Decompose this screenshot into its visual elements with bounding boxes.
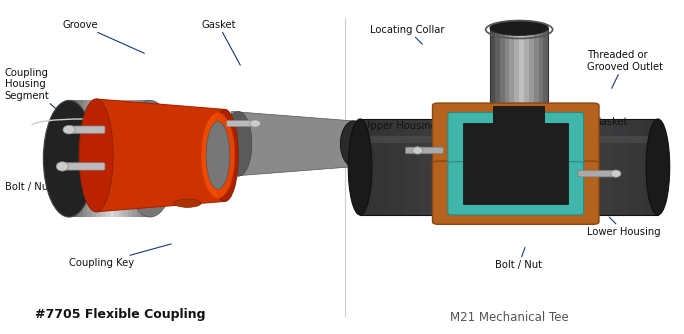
FancyBboxPatch shape [87,101,92,217]
Text: Threaded or
Grooved Outlet: Threaded or Grooved Outlet [587,50,663,88]
Text: Groove: Groove [62,20,144,53]
FancyBboxPatch shape [137,101,142,217]
FancyBboxPatch shape [539,119,553,215]
FancyBboxPatch shape [432,103,599,166]
Polygon shape [231,112,354,176]
Ellipse shape [341,121,367,167]
FancyBboxPatch shape [493,106,545,167]
FancyBboxPatch shape [495,28,500,141]
FancyBboxPatch shape [96,101,101,217]
Polygon shape [96,99,225,212]
Text: Bolt / Nut: Bolt / Nut [495,247,542,270]
FancyBboxPatch shape [479,119,494,215]
Ellipse shape [201,113,235,198]
Text: Coupling
Housing
Segment: Coupling Housing Segment [5,67,60,112]
FancyBboxPatch shape [360,136,658,143]
FancyBboxPatch shape [578,170,616,177]
FancyBboxPatch shape [464,119,479,215]
Text: Lower Housing: Lower Housing [587,217,661,236]
FancyBboxPatch shape [510,28,514,141]
Ellipse shape [646,119,670,215]
FancyBboxPatch shape [78,101,83,217]
Ellipse shape [490,20,549,35]
FancyBboxPatch shape [529,28,534,141]
Text: Coupling Key: Coupling Key [69,244,171,268]
FancyBboxPatch shape [434,119,449,215]
FancyBboxPatch shape [524,28,529,141]
FancyBboxPatch shape [448,113,583,166]
FancyBboxPatch shape [132,101,137,217]
Text: Gasket: Gasket [594,117,628,133]
FancyBboxPatch shape [598,119,613,215]
FancyBboxPatch shape [568,119,583,215]
FancyBboxPatch shape [123,101,128,217]
Text: Bolt / Nut: Bolt / Nut [5,168,77,192]
FancyBboxPatch shape [449,119,464,215]
Ellipse shape [250,120,261,127]
Text: #7705 Flexible Coupling: #7705 Flexible Coupling [35,308,205,321]
Ellipse shape [43,101,95,217]
FancyBboxPatch shape [420,119,434,215]
FancyBboxPatch shape [375,119,390,215]
FancyBboxPatch shape [524,119,539,215]
FancyBboxPatch shape [505,28,510,141]
FancyBboxPatch shape [534,28,538,141]
FancyBboxPatch shape [538,28,543,141]
Ellipse shape [124,101,176,217]
FancyBboxPatch shape [60,163,105,170]
FancyBboxPatch shape [490,28,495,141]
FancyBboxPatch shape [514,28,519,141]
Ellipse shape [611,170,621,177]
FancyBboxPatch shape [543,28,549,141]
Ellipse shape [56,162,68,171]
FancyBboxPatch shape [405,119,420,215]
Ellipse shape [206,122,230,189]
Ellipse shape [348,119,372,215]
FancyBboxPatch shape [101,101,105,217]
FancyBboxPatch shape [92,101,96,217]
FancyBboxPatch shape [519,28,524,141]
FancyBboxPatch shape [643,119,658,215]
FancyBboxPatch shape [74,101,78,217]
FancyBboxPatch shape [114,101,119,217]
FancyBboxPatch shape [390,119,405,215]
FancyBboxPatch shape [583,119,598,215]
FancyBboxPatch shape [128,101,132,217]
Text: Gasket: Gasket [201,20,240,65]
Ellipse shape [412,147,423,154]
Ellipse shape [225,112,252,176]
Text: Upper Housing: Upper Housing [363,121,438,135]
Ellipse shape [211,110,238,201]
FancyBboxPatch shape [613,119,628,215]
Text: Locating Collar: Locating Collar [370,24,445,44]
FancyBboxPatch shape [119,101,123,217]
Ellipse shape [79,99,113,212]
FancyBboxPatch shape [494,119,509,215]
FancyBboxPatch shape [553,119,568,215]
Ellipse shape [63,125,75,134]
FancyBboxPatch shape [83,101,87,217]
FancyBboxPatch shape [227,121,256,127]
FancyBboxPatch shape [109,101,114,217]
FancyBboxPatch shape [142,101,146,217]
FancyBboxPatch shape [146,101,150,217]
FancyBboxPatch shape [432,161,599,224]
FancyBboxPatch shape [67,126,105,133]
FancyBboxPatch shape [69,101,74,217]
Text: M21 Mechanical Tee: M21 Mechanical Tee [449,311,568,324]
FancyBboxPatch shape [509,119,524,215]
FancyBboxPatch shape [360,119,375,215]
Ellipse shape [174,199,201,207]
FancyBboxPatch shape [105,101,109,217]
FancyBboxPatch shape [500,28,505,141]
FancyBboxPatch shape [464,123,568,204]
FancyBboxPatch shape [628,119,643,215]
FancyBboxPatch shape [448,162,583,215]
FancyBboxPatch shape [406,147,443,154]
